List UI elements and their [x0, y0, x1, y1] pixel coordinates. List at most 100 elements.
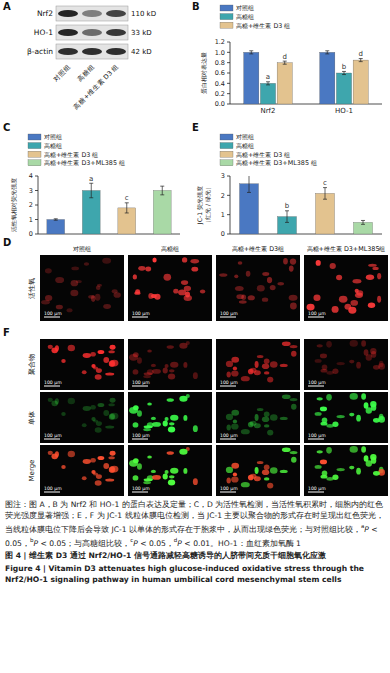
- row-label: 活性氧: [28, 278, 36, 299]
- cell: [291, 404, 296, 410]
- bar: [47, 220, 65, 235]
- cell: [226, 361, 233, 367]
- cell: [103, 357, 109, 363]
- micrograph-bg: [40, 339, 124, 390]
- cell: [95, 294, 101, 301]
- error-cap: [249, 53, 253, 54]
- cell: [336, 415, 344, 418]
- micrograph-bg: [40, 445, 124, 496]
- micrograph: 100 μm: [40, 392, 124, 443]
- micrograph-bg: [304, 392, 388, 443]
- cell: [169, 475, 175, 478]
- cell: [95, 427, 102, 432]
- cell: [163, 421, 168, 427]
- micrograph: 100 μm: [304, 255, 388, 321]
- scale-bar: [220, 386, 236, 387]
- legend-label: 高糖+维生素 D3+ML385 组: [236, 159, 317, 167]
- y-tick-label: 0.0: [215, 100, 225, 108]
- micrograph-bg: [216, 445, 300, 496]
- cell: [336, 468, 344, 471]
- cell: [183, 468, 187, 474]
- scale-bar-label: 100 μm: [220, 486, 238, 491]
- cell: [183, 362, 187, 368]
- cell: [231, 370, 238, 376]
- cell: [277, 282, 284, 285]
- y-tick: [35, 219, 38, 220]
- cell: [147, 350, 152, 353]
- y-tick-label: 3: [221, 172, 225, 180]
- cell: [151, 417, 156, 420]
- bar: [353, 60, 368, 104]
- y-tick-label: 0.8: [215, 59, 225, 67]
- scale-bar: [44, 492, 60, 493]
- cell: [170, 362, 178, 368]
- cell: [264, 411, 270, 417]
- cell: [264, 371, 270, 374]
- cell: [137, 357, 142, 363]
- cell: [144, 425, 153, 428]
- error-cap: [125, 212, 129, 213]
- legend-swatch: [220, 5, 233, 11]
- legend-swatch: [28, 160, 41, 166]
- caption-run: < 0.05，: [138, 539, 174, 548]
- caption-superscript: b: [30, 537, 34, 543]
- cell: [330, 263, 336, 269]
- legend-swatch: [220, 22, 233, 28]
- annotations: ac: [89, 175, 129, 203]
- cell: [108, 403, 114, 406]
- cell: [326, 447, 332, 454]
- scale-bar: [220, 492, 236, 493]
- cell: [227, 371, 231, 377]
- scale-bar-label: 100 μm: [44, 433, 62, 438]
- column-header: 高糖组: [161, 245, 179, 253]
- cell: [280, 417, 288, 420]
- cell: [143, 375, 151, 378]
- y-tick-label: 1.2: [215, 38, 225, 46]
- caption-run: 图注：图 A，B 为 Nrf2 和 HO-1 的蛋白表达及定量；C，D 为活性氧…: [5, 500, 384, 534]
- cell: [84, 262, 89, 265]
- cell: [133, 274, 137, 279]
- scale-bar-label: 100 μm: [220, 380, 238, 385]
- micrograph: 100 μm: [40, 339, 124, 390]
- significance-label: b: [342, 63, 347, 71]
- cell: [238, 261, 243, 264]
- error-cap: [325, 50, 329, 51]
- cell: [48, 345, 53, 349]
- cell: [70, 290, 78, 297]
- cell: [350, 300, 358, 306]
- cell: [267, 277, 272, 283]
- error-bar: [323, 188, 327, 200]
- y-tick-label: 0.2: [215, 90, 225, 98]
- error-cap: [247, 192, 251, 193]
- cell: [234, 274, 238, 278]
- cell: [82, 370, 87, 374]
- error-bar: [283, 61, 287, 64]
- cell: [264, 464, 270, 470]
- error-stem: [162, 186, 163, 195]
- cell: [168, 374, 175, 380]
- cell: [169, 369, 175, 372]
- cell: [227, 477, 231, 483]
- cell: [289, 265, 294, 271]
- cell: [154, 294, 160, 300]
- cell: [183, 415, 187, 421]
- x-tick-label: Nrf2: [260, 107, 275, 115]
- cell: [143, 481, 151, 484]
- cell: [144, 372, 153, 375]
- error-bar: [160, 186, 164, 195]
- legend-label: 高糖+维生素 D3 组: [236, 22, 290, 30]
- legend-label: 高糖组: [44, 142, 62, 150]
- cell: [90, 352, 96, 357]
- cell: [170, 468, 178, 474]
- blot-band: [82, 29, 102, 36]
- micrograph-bg: [216, 255, 300, 321]
- blot-size: 42 kD: [131, 48, 152, 56]
- cell: [236, 294, 244, 299]
- bar: [316, 193, 335, 234]
- cell: [169, 422, 175, 425]
- scale-bar: [132, 317, 148, 318]
- cell: [200, 290, 205, 294]
- bar-chart: 01234活性氧相对荧光强度ac对照组高糖组高糖+维生素 D3 组高糖+维生素 …: [10, 133, 180, 238]
- cell: [83, 459, 91, 464]
- cell: [356, 468, 361, 475]
